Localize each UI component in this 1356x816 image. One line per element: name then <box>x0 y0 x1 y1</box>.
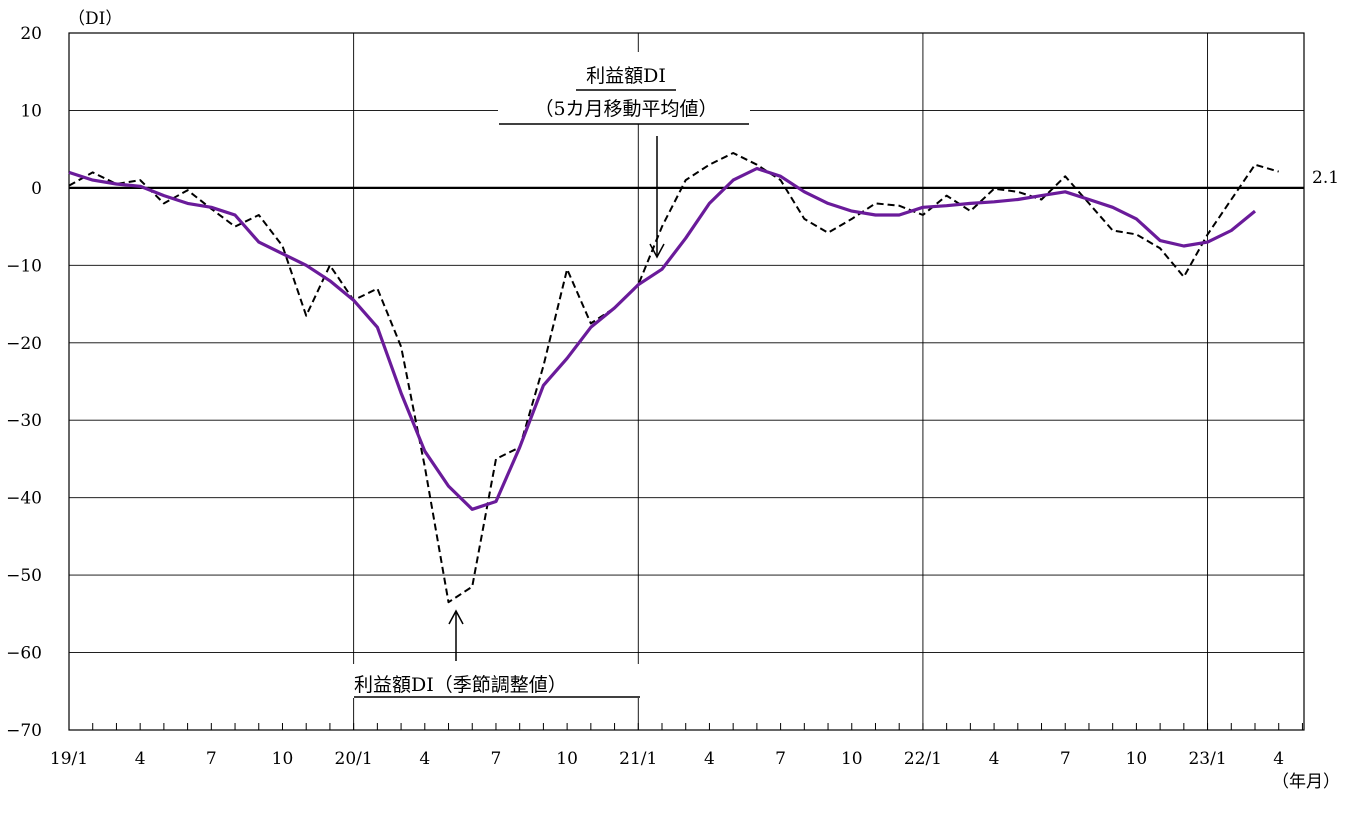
y-tick-label: −40 <box>6 489 42 509</box>
ma-annotation-subtitle: （5カ月移動平均値） <box>534 98 717 120</box>
series-layer <box>68 152 1279 604</box>
ma-annotation-background <box>498 52 750 124</box>
x-tick-label: 7 <box>206 749 217 769</box>
x-tick-label: 10 <box>556 749 578 769</box>
x-tick-label: 10 <box>841 749 863 769</box>
y-tick-label: 10 <box>20 101 42 121</box>
x-tick-label: 4 <box>1273 749 1284 769</box>
x-tick-label: 22/1 <box>904 749 942 769</box>
grid-layer <box>68 32 1305 731</box>
x-tick-label: 7 <box>775 749 786 769</box>
x-tick-layer <box>68 723 1303 730</box>
x-tick-label: 4 <box>135 749 146 769</box>
x-tick-label: 4 <box>989 749 1000 769</box>
y-unit-label: （DI） <box>68 9 122 29</box>
x-tick-labels: 19/1 4 7 10 20/1 4 7 10 21/1 4 7 10 22/1 4 7 10 23/1 4 <box>50 749 1284 769</box>
x-tick-label: 7 <box>1060 749 1071 769</box>
series-line-moving-average <box>68 166 1257 511</box>
series-line-seasonally-adjusted <box>68 152 1279 604</box>
y-tick-label: −20 <box>6 334 42 354</box>
sa-annotation-arrow-head <box>448 609 464 625</box>
sa-annotation-label: 利益額DI（季節調整値） <box>354 674 567 696</box>
y-tick-label: −30 <box>6 411 42 431</box>
x-tick-label: 4 <box>704 749 715 769</box>
x-tick-label: 21/1 <box>619 749 657 769</box>
y-tick-label: −10 <box>6 256 42 276</box>
x-tick-label: 10 <box>272 749 294 769</box>
y-tick-label: −70 <box>6 721 42 741</box>
x-tick-label: 23/1 <box>1188 749 1226 769</box>
x-tick-label: 10 <box>1126 749 1148 769</box>
end-value-label: 2.1 <box>1312 168 1339 188</box>
sa-annotation-background <box>352 664 642 698</box>
ma-annotation-title: 利益額DI <box>586 65 666 87</box>
y-tick-labels: 20 10 0 −10 −20 −30 −40 −50 −60 −70 <box>6 24 42 741</box>
ma-annotation: 利益額DI （5カ月移動平均値） <box>498 52 750 259</box>
plot-frame <box>68 32 1305 731</box>
y-tick-label: −60 <box>6 644 42 664</box>
x-unit-label: （年月） <box>1272 772 1340 792</box>
x-tick-label: 4 <box>419 749 430 769</box>
ma-annotation-arrow-head <box>649 243 665 259</box>
y-tick-label: 0 <box>31 179 42 199</box>
x-tick-label: 19/1 <box>50 749 88 769</box>
x-tick-label: 20/1 <box>335 749 373 769</box>
y-tick-label: 20 <box>20 24 42 44</box>
y-tick-label: −50 <box>6 566 42 586</box>
sa-annotation: 利益額DI（季節調整値） <box>352 609 642 698</box>
x-tick-label: 7 <box>491 749 502 769</box>
